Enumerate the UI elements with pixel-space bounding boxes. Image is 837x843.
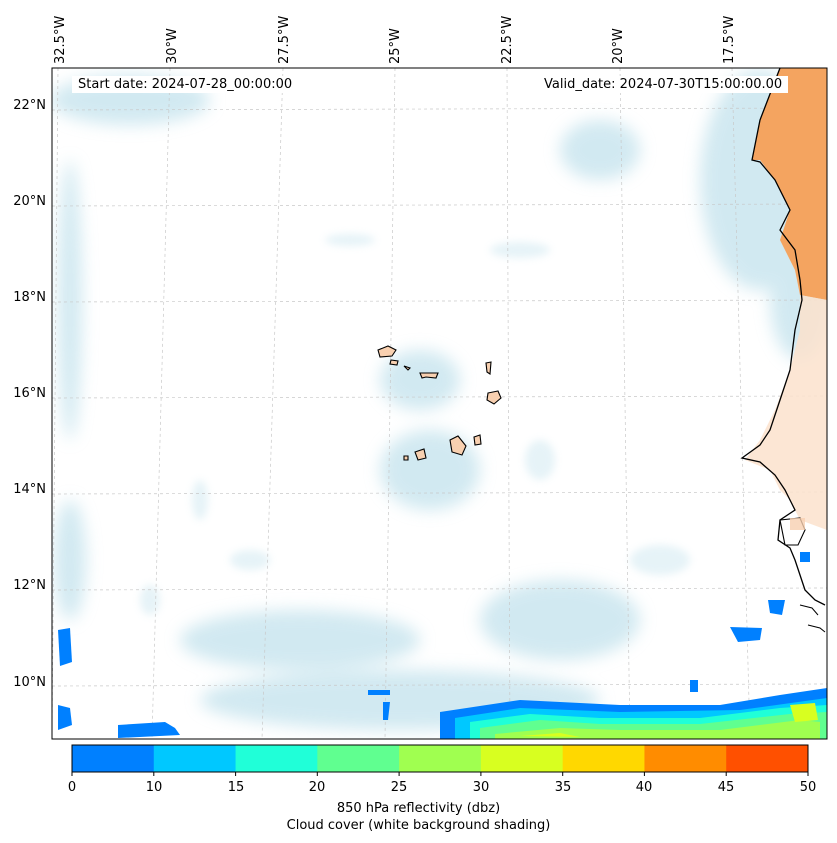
- colorbar: [72, 745, 809, 772]
- valid-date-label: Valid_date: 2024-07-30T15:00:00.00: [538, 76, 789, 93]
- lon-label-30w: 30°W: [165, 28, 180, 64]
- lon-label-20w: 20°W: [611, 28, 626, 64]
- lon-label-27-5w: 27.5°W: [277, 15, 292, 64]
- start-date-label: Start date: 2024-07-28_00:00:00: [72, 76, 299, 93]
- colorbar-tick-label: 15: [227, 780, 245, 795]
- lat-label-12n: 12°N: [13, 578, 46, 593]
- colorbar-segment: [726, 745, 809, 772]
- colorbar-segment: [480, 745, 564, 772]
- colorbar-sublabel: Cloud cover (white background shading): [286, 818, 551, 833]
- lat-label-14n: 14°N: [13, 482, 46, 497]
- cape-verde-islands: [377, 345, 502, 461]
- lat-label-18n: 18°N: [13, 290, 46, 305]
- colorbar-border: [71, 744, 809, 773]
- colorbar-segment: [153, 745, 237, 772]
- africa-land-light: [745, 295, 827, 530]
- colorbar-tick-label: 40: [635, 780, 653, 795]
- lat-label-20n: 20°N: [13, 194, 46, 209]
- africa-coastline: [740, 68, 826, 606]
- lon-label-32-5w: 32.5°W: [53, 15, 68, 64]
- colorbar-tick-label: 50: [799, 780, 817, 795]
- colorbar-segment: [317, 745, 400, 772]
- lat-label-10n: 10°N: [13, 675, 46, 690]
- colorbar-tick-label: 45: [717, 780, 735, 795]
- lon-label-25w: 25°W: [388, 28, 403, 64]
- colorbar-tick-label: 30: [472, 780, 490, 795]
- colorbar-segment: [399, 745, 482, 772]
- colorbar-label: 850 hPa reflectivity (dbz): [336, 801, 501, 816]
- colorbar-segment: [235, 745, 318, 772]
- colorbar-ticks: [71, 772, 809, 776]
- colorbar-segment: [644, 745, 727, 772]
- colorbar-segment: [72, 745, 155, 772]
- colorbar-tick-label: 25: [390, 780, 408, 795]
- map-frame: [51, 67, 828, 740]
- colorbar-segment: [562, 745, 645, 772]
- reflectivity-layer: [58, 552, 827, 739]
- colorbar-tick-label: 0: [67, 780, 77, 795]
- graticule: [52, 68, 827, 739]
- lat-label-16n: 16°N: [13, 386, 46, 401]
- colorbar-tick-label: 20: [308, 780, 326, 795]
- colorbar-tick-label: 35: [554, 780, 572, 795]
- lon-label-22-5w: 22.5°W: [500, 15, 515, 64]
- lon-label-17-5w: 17.5°W: [722, 15, 737, 64]
- colorbar-tick-label: 10: [145, 780, 163, 795]
- africa-landmass: [752, 68, 827, 300]
- lat-label-22n: 22°N: [13, 98, 46, 113]
